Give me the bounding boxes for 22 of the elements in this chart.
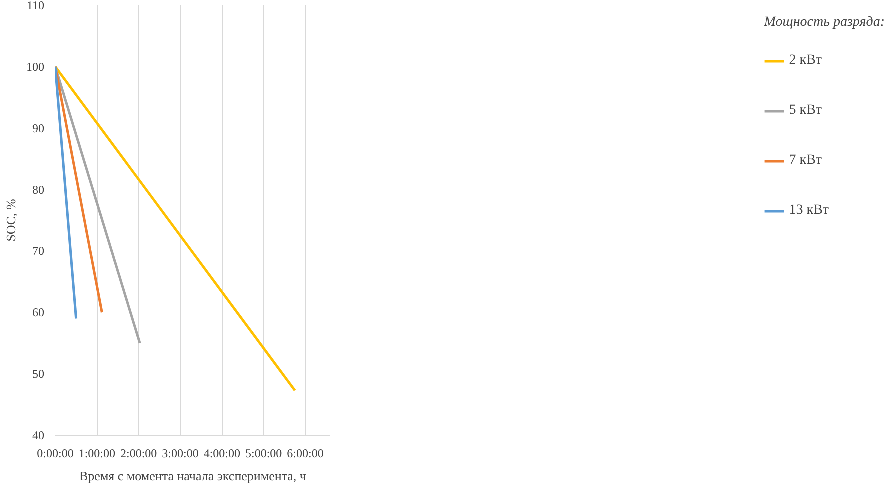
legend-title: Мощность разряда: (764, 15, 885, 31)
legend-label: 5 кВт (789, 103, 822, 119)
y-tick-label: 110 (26, 0, 45, 12)
y-tick-label: 50 (32, 367, 44, 382)
legend-label: 2 кВт (789, 53, 822, 69)
y-tick-label: 70 (32, 244, 44, 258)
x-tick-label: 1:00:00 (78, 446, 116, 460)
y-tick-label: 80 (32, 182, 44, 197)
y-tick-label: 60 (32, 306, 44, 320)
y-tick-label: 90 (32, 121, 44, 136)
legend-label: 13 кВт (789, 203, 830, 219)
x-tick-label: 4:00:00 (204, 446, 241, 460)
y-tick-label: 100 (26, 60, 44, 74)
x-tick-label: 6:00:00 (287, 446, 324, 460)
x-tick-label: 3:00:00 (162, 446, 199, 460)
x-tick-label: 0:00:00 (37, 446, 74, 460)
y-tick-label: 40 (32, 428, 44, 442)
y-axis-title: SOC, % (4, 199, 18, 242)
legend-label: 7 кВт (789, 153, 822, 169)
x-axis-title: Время с момента начала эксперимента, ч (80, 468, 307, 484)
x-tick-label: 2:00:00 (120, 446, 158, 460)
x-tick-label: 5:00:00 (246, 446, 282, 460)
